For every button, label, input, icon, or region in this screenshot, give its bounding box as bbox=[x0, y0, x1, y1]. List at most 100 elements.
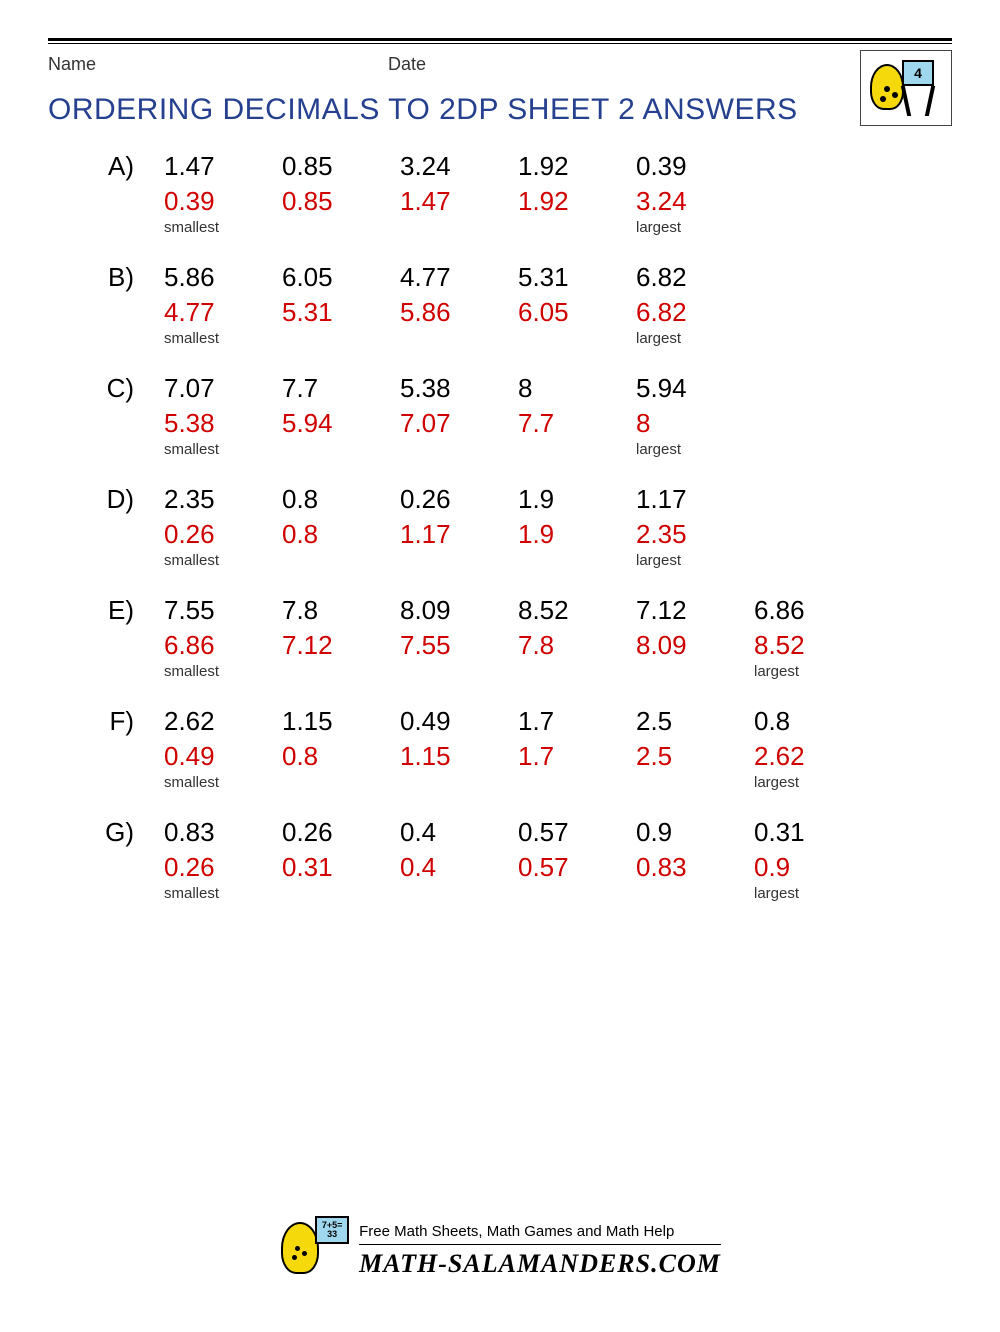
value-column: 1.172.35largest bbox=[636, 484, 754, 569]
answer-value: 2.35 bbox=[636, 519, 754, 550]
question-value: 0.26 bbox=[282, 817, 400, 848]
problem-row: G)0.830.26smallest0.260.310.40.40.570.57… bbox=[68, 817, 932, 902]
answer-value: 6.86 bbox=[164, 630, 282, 661]
value-column: 0.80.8 bbox=[282, 484, 400, 569]
question-value: 0.8 bbox=[754, 706, 872, 737]
smallest-tag: smallest bbox=[164, 441, 282, 458]
answer-value: 0.26 bbox=[164, 519, 282, 550]
page-title: ORDERING DECIMALS TO 2DP SHEET 2 ANSWERS bbox=[48, 93, 952, 127]
problem-row: D)2.350.26smallest0.80.80.261.171.91.91.… bbox=[68, 484, 932, 569]
footer-brand: MATH-SALAMANDERS.COM bbox=[359, 1249, 721, 1279]
answer-value: 7.7 bbox=[518, 408, 636, 439]
question-value: 0.85 bbox=[282, 151, 400, 182]
answer-value: 7.07 bbox=[400, 408, 518, 439]
problem-row: C)7.075.38smallest7.75.945.387.0787.75.9… bbox=[68, 373, 932, 458]
question-value: 0.39 bbox=[636, 151, 754, 182]
question-value: 7.8 bbox=[282, 595, 400, 626]
value-column: 87.7 bbox=[518, 373, 636, 458]
answer-value: 0.39 bbox=[164, 186, 282, 217]
problem-columns: 2.350.26smallest0.80.80.261.171.91.91.17… bbox=[164, 484, 754, 569]
smallest-tag: smallest bbox=[164, 885, 282, 902]
smallest-tag: smallest bbox=[164, 219, 282, 236]
problem-label: C) bbox=[68, 373, 164, 458]
value-column: 7.75.94 bbox=[282, 373, 400, 458]
answer-value: 0.57 bbox=[518, 852, 636, 883]
answer-value: 2.5 bbox=[636, 741, 754, 772]
question-value: 1.7 bbox=[518, 706, 636, 737]
value-column: 6.868.52largest bbox=[754, 595, 872, 680]
answer-value: 2.62 bbox=[754, 741, 872, 772]
easel-icon: 4 bbox=[898, 60, 938, 114]
value-column: 8.097.55 bbox=[400, 595, 518, 680]
value-column: 0.90.83 bbox=[636, 817, 754, 902]
question-value: 5.86 bbox=[164, 262, 282, 293]
problem-columns: 1.470.39smallest0.850.853.241.471.921.92… bbox=[164, 151, 754, 236]
question-value: 3.24 bbox=[400, 151, 518, 182]
name-label: Name bbox=[48, 54, 388, 75]
largest-tag: largest bbox=[636, 441, 754, 458]
largest-tag: largest bbox=[636, 219, 754, 236]
answer-value: 1.7 bbox=[518, 741, 636, 772]
answer-value: 8.52 bbox=[754, 630, 872, 661]
question-value: 7.55 bbox=[164, 595, 282, 626]
question-value: 1.47 bbox=[164, 151, 282, 182]
answer-value: 6.82 bbox=[636, 297, 754, 328]
problem-label: B) bbox=[68, 262, 164, 347]
answer-value: 1.9 bbox=[518, 519, 636, 550]
answer-value: 5.31 bbox=[282, 297, 400, 328]
problem-row: A)1.470.39smallest0.850.853.241.471.921.… bbox=[68, 151, 932, 236]
answer-value: 0.9 bbox=[754, 852, 872, 883]
answer-value: 0.49 bbox=[164, 741, 282, 772]
answer-value: 0.83 bbox=[636, 852, 754, 883]
value-column: 6.05 5.31 bbox=[282, 262, 400, 347]
value-column: 1.15 0.8 bbox=[282, 706, 400, 791]
value-column: 7.128.09 bbox=[636, 595, 754, 680]
value-column: 7.87.12 bbox=[282, 595, 400, 680]
largest-tag: largest bbox=[636, 552, 754, 569]
problem-label: E) bbox=[68, 595, 164, 680]
problem-row: E)7.556.86smallest7.87.128.097.558.527.8… bbox=[68, 595, 932, 680]
question-value: 0.31 bbox=[754, 817, 872, 848]
largest-tag: largest bbox=[636, 330, 754, 347]
answer-value: 1.15 bbox=[400, 741, 518, 772]
answer-value: 0.4 bbox=[400, 852, 518, 883]
question-value: 6.05 bbox=[282, 262, 400, 293]
largest-tag: largest bbox=[754, 885, 872, 902]
value-column: 7.55 6.86 smallest bbox=[164, 595, 282, 680]
answer-value: 7.8 bbox=[518, 630, 636, 661]
question-value: 5.38 bbox=[400, 373, 518, 404]
answer-value: 1.47 bbox=[400, 186, 518, 217]
answer-value: 0.8 bbox=[282, 741, 400, 772]
question-value: 7.12 bbox=[636, 595, 754, 626]
question-value: 8.52 bbox=[518, 595, 636, 626]
date-label: Date bbox=[388, 54, 588, 75]
question-value: 2.5 bbox=[636, 706, 754, 737]
value-column: 0.830.26smallest bbox=[164, 817, 282, 902]
largest-tag: largest bbox=[754, 663, 872, 680]
grade-logo-box: 4 bbox=[860, 50, 952, 126]
largest-tag: largest bbox=[754, 774, 872, 791]
value-column: 0.393.24largest bbox=[636, 151, 754, 236]
question-value: 0.4 bbox=[400, 817, 518, 848]
value-column: 0.570.57 bbox=[518, 817, 636, 902]
problem-columns: 7.556.86smallest7.87.128.097.558.527.87.… bbox=[164, 595, 872, 680]
question-value: 8.09 bbox=[400, 595, 518, 626]
answer-value: 0.8 bbox=[282, 519, 400, 550]
problem-columns: 7.075.38smallest7.75.945.387.0787.75.948… bbox=[164, 373, 754, 458]
answer-value: 1.17 bbox=[400, 519, 518, 550]
question-value: 2.62 bbox=[164, 706, 282, 737]
answer-value: 0.26 bbox=[164, 852, 282, 883]
value-column: 7.075.38smallest bbox=[164, 373, 282, 458]
problems-container: A)1.470.39smallest0.850.853.241.471.921.… bbox=[68, 151, 932, 902]
value-column: 3.24 1.47 bbox=[400, 151, 518, 236]
smallest-tag: smallest bbox=[164, 663, 282, 680]
value-column: 1.921.92 bbox=[518, 151, 636, 236]
answer-value: 0.31 bbox=[282, 852, 400, 883]
value-column: 0.8 2.62 largest bbox=[754, 706, 872, 791]
value-column: 1.91.9 bbox=[518, 484, 636, 569]
question-value: 1.15 bbox=[282, 706, 400, 737]
answer-value: 6.05 bbox=[518, 297, 636, 328]
problem-columns: 0.830.26smallest0.260.310.40.40.570.570.… bbox=[164, 817, 872, 902]
value-column: 5.38 7.07 bbox=[400, 373, 518, 458]
footer-badge: 7+5= 33 bbox=[315, 1216, 349, 1244]
